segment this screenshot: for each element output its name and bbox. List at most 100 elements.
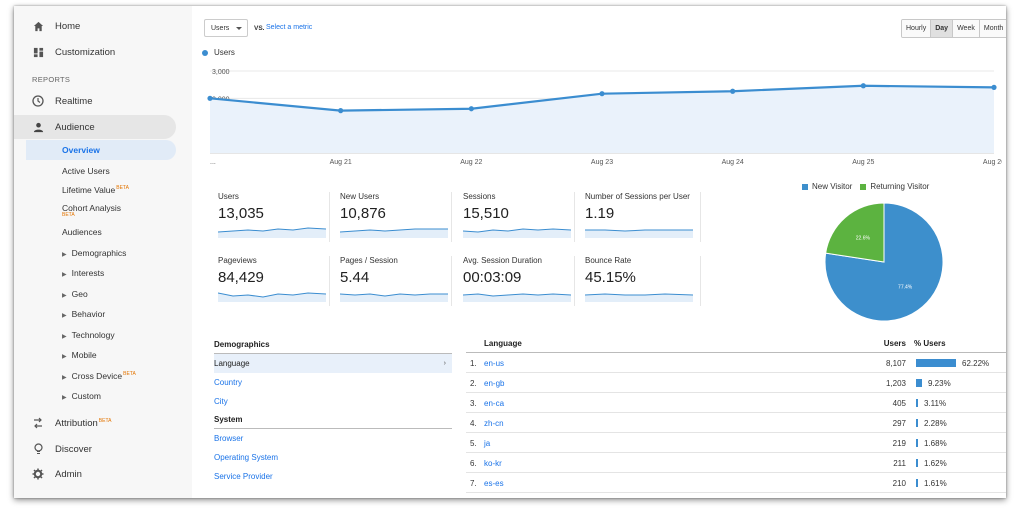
x-tick-label: Aug 26 [983,159,1002,166]
month-button[interactable]: Month [979,20,1006,37]
metric-sessions[interactable]: Sessions 15,510 [463,192,575,242]
x-tick-label: ... [210,159,216,166]
lightbulb-icon [32,443,44,455]
caret-right-icon: ▶ [62,252,67,258]
metric-new-users[interactable]: New Users 10,876 [340,192,452,242]
nav-overview[interactable]: Overview [26,140,176,160]
row-index: 1. [470,359,477,368]
nav-behavior[interactable]: ▶ Behavior [62,309,106,319]
metric-dropdown[interactable]: Users [204,19,248,37]
beta-badge: BETA [98,417,112,424]
row-index: 2. [470,379,477,388]
demo-item-country[interactable]: Country [214,378,243,387]
table-row[interactable]: 7. es-es 210 1.61% [466,473,1006,493]
chart-legend: Users [202,48,235,57]
nav-active-users[interactable]: Active Users [62,166,110,176]
table-row[interactable]: 4. zh-cn 297 2.28% [466,413,1006,433]
table-row[interactable]: 3. en-ca 405 3.11% [466,393,1006,413]
metric-avg-session-duration[interactable]: Avg. Session Duration 00:03:09 [463,256,575,306]
demo-item-language[interactable]: Language › [214,354,452,373]
caret-right-icon: ▶ [62,272,67,278]
caret-right-icon: ▶ [62,395,67,401]
sparkline [585,229,693,238]
week-button[interactable]: Week [953,20,980,37]
nav-cohort-analysis[interactable]: Cohort Analysis BETA [62,203,122,218]
metric-users[interactable]: Users 13,035 [218,192,330,242]
system-item-browser[interactable]: Browser [214,434,244,443]
language-code-link[interactable]: ja [484,439,491,448]
nav-lifetime-value[interactable]: Lifetime ValueBETA [62,185,129,195]
hourly-button[interactable]: Hourly [902,20,932,37]
data-point[interactable] [860,83,866,89]
percent-value: 62.22% [962,359,990,368]
nav-technology[interactable]: ▶ Technology [62,330,115,340]
users-value: 1,203 [885,379,906,388]
percent-value: 2.28% [924,419,947,428]
metric-pages-per-session[interactable]: Pages / Session 5.44 [340,256,452,306]
gear-icon [32,468,44,480]
x-tick-label: Aug 23 [591,159,613,166]
metric-bounce-rate[interactable]: Bounce Rate 45.15% [585,256,701,306]
percent-bar [916,379,922,387]
system-item-service-provider[interactable]: Service Provider [214,472,273,481]
data-point[interactable] [207,95,213,101]
percent-bar [916,479,918,487]
main-content: Users VS. Select a metric Hourly Day Wee… [192,6,1006,498]
nav-audiences[interactable]: Audiences [62,227,102,237]
reports-section-label: REPORTS [32,75,71,84]
demographics-heading: Demographics [214,340,452,354]
demographics-panel: Demographics Language › Country City Syst… [214,340,452,486]
metric-pageviews[interactable]: Pageviews 84,429 [218,256,330,306]
users-value: 297 [892,419,906,428]
percent-bar [916,399,918,407]
percent-value: 1.68% [924,439,947,448]
metric-sessions-per-user[interactable]: Number of Sessions per User 1.19 [585,192,701,242]
data-point[interactable] [338,108,344,114]
language-code-link[interactable]: en-ca [484,399,505,408]
nav-cross-device[interactable]: ▶ Cross DeviceBETA [62,371,136,381]
area-fill [210,85,994,153]
percent-bar [916,459,918,467]
system-item-os[interactable]: Operating System [214,453,279,462]
data-point[interactable] [991,84,997,90]
table-header: Language Users % Users [466,339,1006,353]
users-value: 405 [892,399,906,408]
data-point[interactable] [730,88,736,94]
table-row[interactable]: 6. ko-kr 211 1.62% [466,453,1006,473]
caret-right-icon: ▶ [62,375,67,381]
percent-value: 1.61% [924,479,947,488]
analytics-window: Home Customization REPORTS Realtime Audi… [14,6,1006,498]
nav-demographics[interactable]: ▶ Demographics [62,248,127,258]
table-body: 1. en-us 8,107 62.22% 2. en-gb 1,203 9.23% 3. en-… [466,353,1006,493]
x-tick-label: Aug 25 [852,159,874,166]
demo-item-city[interactable]: City [214,397,228,406]
language-code-link[interactable]: zh-cn [484,419,504,428]
sidebar: Home Customization REPORTS Realtime Audi… [14,6,192,498]
language-code-link[interactable]: en-gb [484,379,505,388]
pie-legend: New Visitor Returning Visitor [802,182,937,191]
nav-mobile[interactable]: ▶ Mobile [62,350,97,360]
y-tick-label: 3,000 [212,69,230,76]
nav-audience[interactable]: Audience [14,115,176,139]
pie-slice-returning-visitor[interactable] [825,202,885,263]
language-code-link[interactable]: es-es [484,479,504,488]
table-row[interactable]: 2. en-gb 1,203 9.23% [466,373,1006,393]
day-button[interactable]: Day [931,20,954,37]
select-metric-link[interactable]: Select a metric [266,24,313,31]
language-code-link[interactable]: ko-kr [484,459,502,468]
beta-badge: BETA [123,371,136,377]
nav-geo[interactable]: ▶ Geo [62,289,88,299]
table-row[interactable]: 1. en-us 8,107 62.22% [466,353,1006,373]
percent-bar [916,419,918,427]
nav-interests[interactable]: ▶ Interests [62,268,105,278]
legend-new-visitor: New Visitor [802,182,852,191]
data-point[interactable] [468,106,474,112]
row-index: 6. [470,459,477,468]
table-row[interactable]: 5. ja 219 1.68% [466,433,1006,453]
data-point[interactable] [599,91,605,97]
person-icon [32,121,44,133]
language-code-link[interactable]: en-us [484,359,505,368]
legend-swatch [860,183,867,190]
nav-custom[interactable]: ▶ Custom [62,391,101,401]
